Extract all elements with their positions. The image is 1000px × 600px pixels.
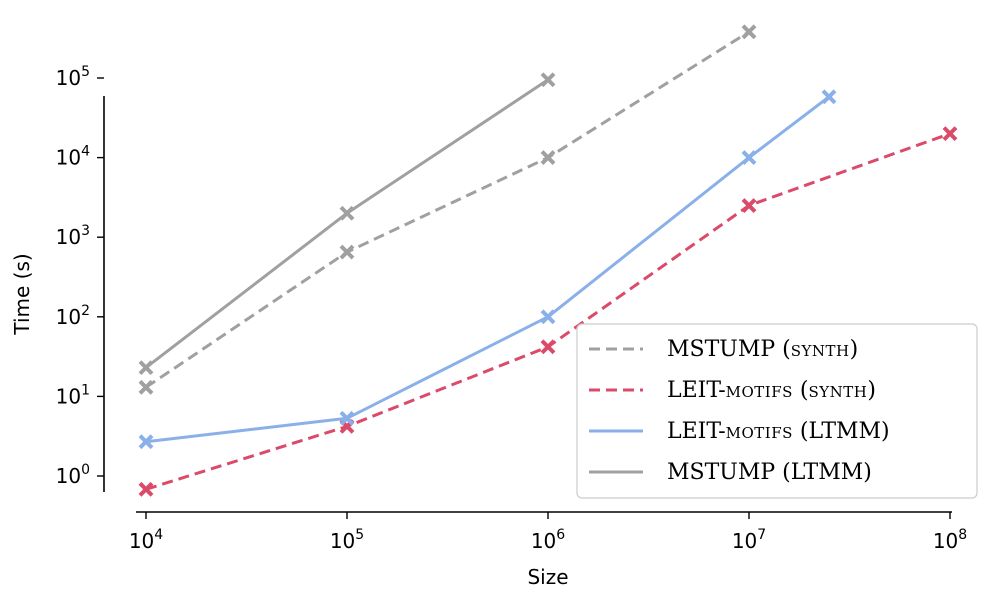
y-axis-label: Time (s) <box>10 253 34 335</box>
series-mstump-ltmm <box>138 72 556 376</box>
y-tick-label-exponent: 5 <box>81 64 90 80</box>
legend-label-part: MOTIFS <box>726 383 793 401</box>
data-point-mstump-ltmm <box>138 360 154 376</box>
data-point-mstump-synth <box>339 244 355 260</box>
x-tick-label: 108 <box>933 527 967 553</box>
x-tick-label-base: 10 <box>531 529 556 553</box>
x-axis-label: Size <box>527 565 568 589</box>
legend-label-part: ) <box>850 337 859 362</box>
legend-label-part: ( <box>793 378 809 403</box>
y-tick-label-base: 10 <box>56 146 81 170</box>
x-tick-label-exponent: 8 <box>958 527 967 543</box>
y-tick-label-base: 10 <box>56 305 81 329</box>
x-tick-label: 106 <box>531 527 565 553</box>
legend-label-part: MSTUMP ( <box>667 337 791 362</box>
x-tick-label-base: 10 <box>330 529 355 553</box>
y-tick-label-base: 10 <box>56 66 81 90</box>
x-tick-label-exponent: 6 <box>556 527 565 543</box>
data-point-mstump-ltmm <box>339 205 355 221</box>
y-tick-label: 101 <box>56 382 90 408</box>
legend[interactable]: MSTUMP (SYNTH)LEIT-MOTIFS (SYNTH)LEIT-MO… <box>576 323 978 499</box>
y-tick-label: 100 <box>56 462 90 488</box>
legend-label-part: (LTMM) <box>793 419 890 444</box>
legend-label: LEIT-MOTIFS (LTMM) <box>667 419 890 444</box>
legend-label-part: LEIT- <box>667 419 726 444</box>
legend-item-mstump-synth[interactable]: MSTUMP (SYNTH) <box>589 337 858 362</box>
legend-item-leit-synth[interactable]: LEIT-MOTIFS (SYNTH) <box>589 378 876 403</box>
data-point-mstump-ltmm <box>540 72 556 88</box>
legend-label-part: ) <box>867 378 876 403</box>
data-point-leit-ltmm <box>741 150 757 166</box>
y-tick-label-exponent: 1 <box>81 382 90 398</box>
series-line-mstump-ltmm <box>145 78 549 369</box>
legend-item-mstump-ltmm[interactable]: MSTUMP (LTMM) <box>589 460 872 485</box>
y-tick-label: 105 <box>56 64 90 90</box>
x-tick-label: 107 <box>732 527 766 553</box>
series-mstump-synth <box>138 24 757 395</box>
x-tick-label-base: 10 <box>933 529 958 553</box>
y-tick-label-exponent: 4 <box>81 144 90 160</box>
series-layer <box>138 24 958 497</box>
data-point-leit-ltmm <box>339 410 355 426</box>
data-point-mstump-synth <box>540 150 556 166</box>
series-line-mstump-synth <box>145 30 750 389</box>
data-point-leit-ltmm <box>821 89 837 105</box>
data-point-leit-ltmm <box>540 309 556 325</box>
x-tick-label-exponent: 4 <box>154 527 163 543</box>
legend-label: MSTUMP (SYNTH) <box>667 337 858 362</box>
y-tick-label: 104 <box>56 144 90 170</box>
y-tick-label: 103 <box>56 223 90 249</box>
data-point-mstump-synth <box>138 379 154 395</box>
x-tick-label-base: 10 <box>129 529 154 553</box>
x-tick-label: 104 <box>129 527 163 553</box>
x-tick-label-base: 10 <box>732 529 757 553</box>
legend-label: MSTUMP (LTMM) <box>667 460 872 485</box>
y-tick-label: 102 <box>56 303 90 329</box>
series-leit-ltmm <box>138 89 837 450</box>
x-tick-label: 105 <box>330 527 364 553</box>
data-point-leit-synth <box>741 198 757 213</box>
y-tick-label-exponent: 0 <box>81 462 90 478</box>
y-tick-label-base: 10 <box>56 384 81 408</box>
x-tick-label-exponent: 7 <box>757 527 766 543</box>
legend-box <box>576 323 978 499</box>
x-tick-label-exponent: 5 <box>355 527 364 543</box>
y-tick-label-exponent: 3 <box>81 223 90 239</box>
legend-label-part: LEIT- <box>667 378 726 403</box>
data-point-leit-synth <box>540 339 556 355</box>
legend-label-part: MSTUMP (LTMM) <box>667 460 872 485</box>
legend-label-part: SYNTH <box>809 383 868 401</box>
data-point-leit-ltmm <box>138 434 154 450</box>
data-point-leit-synth <box>942 126 958 142</box>
data-point-leit-synth <box>138 481 154 497</box>
data-point-mstump-synth <box>741 24 757 40</box>
legend-label-part: SYNTH <box>791 342 850 360</box>
y-tick-label-base: 10 <box>56 225 81 249</box>
legend-label-part: MOTIFS <box>726 424 793 442</box>
legend-label: LEIT-MOTIFS (SYNTH) <box>667 378 876 403</box>
legend-item-leit-ltmm[interactable]: LEIT-MOTIFS (LTMM) <box>589 419 890 444</box>
y-tick-label-exponent: 2 <box>81 303 90 319</box>
y-tick-label-base: 10 <box>56 464 81 488</box>
